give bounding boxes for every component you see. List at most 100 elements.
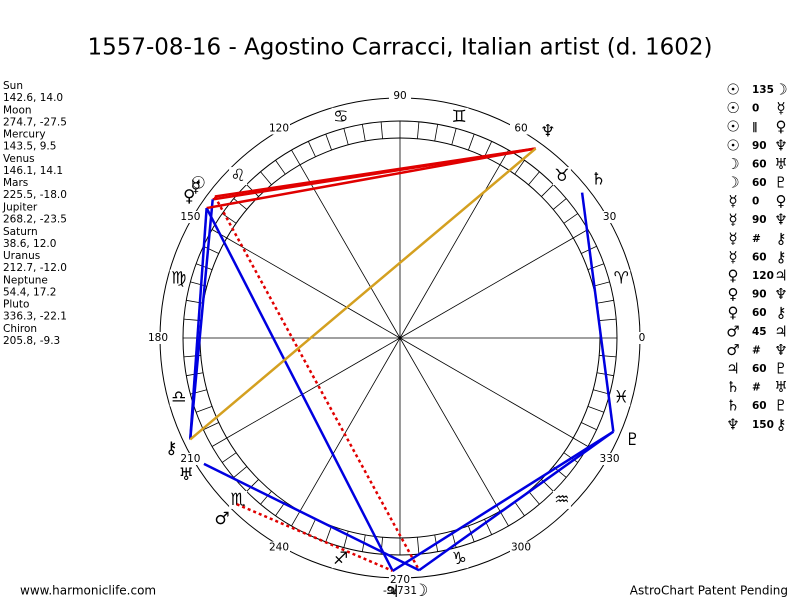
degree-label: 30 — [603, 211, 616, 223]
planet-name: Mars — [3, 177, 28, 189]
label-bg — [631, 332, 653, 344]
sign-bg — [169, 269, 188, 288]
aspect-from: ☉ — [726, 118, 739, 136]
aspect-type: ∥ — [752, 121, 757, 133]
ring-tick — [307, 141, 316, 157]
ring-tick — [581, 422, 597, 431]
ring-tick — [361, 124, 366, 142]
aspect-line — [203, 462, 420, 572]
footer-left: www.harmoniclife.com — [20, 584, 156, 598]
ring-tick — [233, 198, 248, 210]
house-spoke — [299, 337, 401, 512]
ring-tick — [599, 355, 617, 358]
planet-glyph: ♃ — [384, 582, 399, 600]
aspect-from: ♃ — [726, 360, 739, 378]
ring-tick — [260, 490, 272, 505]
aspect-to: ⚷ — [776, 304, 787, 322]
ring-tick — [484, 141, 493, 157]
degree-label: 60 — [514, 122, 527, 134]
label-bg — [268, 541, 290, 554]
degree-label: 270 — [390, 574, 410, 586]
planet-name: Moon — [3, 104, 32, 116]
ring-tick — [593, 281, 610, 287]
ring-tick — [203, 245, 219, 254]
aspect-from: ♀ — [728, 304, 739, 322]
ring-tick — [541, 184, 554, 197]
aspect-type: 60 — [752, 177, 767, 189]
degree-label: 150 — [180, 211, 200, 223]
footer-right: AstroChart Patent Pending — [630, 584, 788, 598]
planet-position: 143.5, 9.5 — [3, 141, 56, 153]
degree-label: 240 — [269, 542, 289, 554]
ring-tick — [195, 263, 213, 270]
house-spoke — [226, 337, 401, 439]
planet-position: 146.1, 14.1 — [3, 165, 63, 177]
degree-label: 210 — [180, 453, 200, 465]
aspect-from: ☿ — [728, 211, 737, 229]
sign-bg — [552, 490, 571, 509]
aspect-from: ♄ — [726, 378, 739, 396]
aspect-type: 60 — [752, 251, 767, 263]
aspect-type: 0 — [752, 103, 759, 115]
aspect-line — [188, 207, 208, 440]
sign-bg — [612, 269, 631, 288]
ring-tick — [599, 318, 617, 321]
ring-tick — [291, 149, 301, 165]
aspect-type: 90 — [752, 214, 767, 226]
ring-tick — [233, 466, 248, 478]
aspect-from: ♄ — [726, 397, 739, 415]
aspect-to: ♇ — [774, 397, 787, 415]
ring-tick — [596, 299, 614, 304]
aspect-to: ⚷ — [776, 229, 787, 247]
planet-position: 274.7, -27.5 — [3, 116, 67, 128]
ring-tick — [593, 389, 610, 395]
planet-name: Chiron — [3, 323, 37, 335]
degree-label: 300 — [511, 542, 531, 554]
aspect-from: ☽ — [726, 155, 739, 173]
aspect-from: ♆ — [726, 415, 739, 433]
planet-glyph: ♅ — [179, 465, 194, 485]
zodiac-sign: ♌ — [230, 166, 245, 186]
label-bg — [268, 122, 290, 135]
aspect-type: 60 — [752, 363, 767, 375]
zodiac-sign: ♐ — [333, 549, 348, 569]
ring-tick — [211, 437, 227, 447]
ring-tick — [468, 133, 475, 151]
planet-position: 205.8, -9.3 — [3, 335, 60, 347]
aspect-from: ☉ — [726, 81, 739, 99]
degree-label: 120 — [269, 122, 289, 134]
zodiac-sign: ♈ — [614, 269, 629, 289]
label-bg — [510, 541, 532, 554]
chart-code: -9/731 — [383, 585, 417, 597]
ring-tick — [434, 124, 439, 142]
ring-tick — [528, 490, 540, 505]
aspect-line — [189, 147, 537, 441]
sign-bg — [450, 107, 469, 126]
aspect-to: ♃ — [774, 267, 787, 285]
aspect-to: ♀ — [776, 118, 787, 136]
planet-name: Venus — [3, 153, 35, 165]
ring-tick — [325, 133, 332, 151]
house-spoke — [399, 337, 574, 439]
planet-glyph: ☿ — [191, 177, 201, 197]
aspect-to: ♅ — [774, 155, 787, 173]
aspect-to: ♅ — [774, 378, 787, 396]
ring-tick — [343, 128, 349, 145]
planet-position: 336.3, -22.1 — [3, 311, 67, 323]
aspect-from: ♀ — [728, 267, 739, 285]
ring-tick — [222, 452, 237, 463]
aspect-type: # — [752, 233, 761, 245]
ring-tick — [203, 422, 219, 431]
house-spoke — [226, 237, 401, 339]
planet-position: 268.2, -23.5 — [3, 214, 67, 226]
aspect-line — [236, 503, 394, 573]
ring-tick — [573, 229, 589, 239]
aspect-type: 150 — [752, 419, 774, 431]
aspect-to: ⚷ — [776, 248, 787, 266]
planet-name: Mercury — [3, 129, 46, 141]
aspect-from: ☽ — [726, 174, 739, 192]
zodiac-sign: ♋ — [333, 107, 348, 127]
sign-bg — [331, 550, 350, 569]
ring-tick — [514, 160, 525, 175]
